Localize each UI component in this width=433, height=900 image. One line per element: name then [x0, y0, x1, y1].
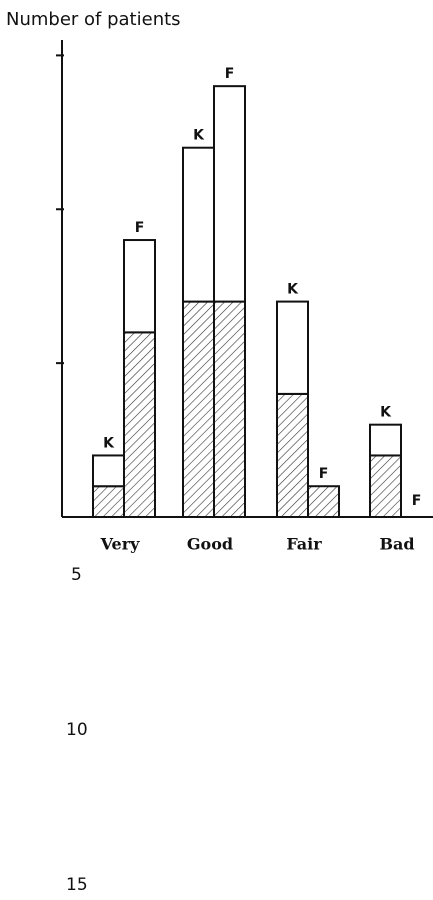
- bar-hatched: [369, 454, 402, 518]
- x-tick-label: Good: [187, 535, 233, 554]
- y-tick-label: 5: [71, 565, 82, 585]
- bar-open: [213, 85, 246, 303]
- bar-hatched: [123, 331, 156, 518]
- y-tick-label: 10: [66, 720, 88, 740]
- x-tick-label: Bad: [379, 535, 414, 554]
- bar-open: [182, 146, 215, 303]
- bar-open: [369, 423, 402, 457]
- chart-title: Number of patients: [6, 9, 181, 30]
- bar-hatched: [276, 392, 309, 518]
- bar-label: F: [135, 220, 145, 236]
- bar-label: F: [412, 493, 422, 509]
- bar-hatched: [307, 485, 340, 518]
- y-tick-label: 15: [66, 875, 88, 895]
- bar-open: [276, 300, 309, 395]
- bar-label: K: [380, 405, 392, 421]
- bar-open: [123, 239, 156, 334]
- x-tick-label: Very: [100, 535, 141, 554]
- bar-hatched: [182, 300, 215, 519]
- bar-label: F: [319, 466, 329, 482]
- bar-hatched: [213, 300, 246, 519]
- bar-label: K: [193, 128, 205, 144]
- bar-label: K: [287, 282, 299, 298]
- bar-open: [92, 454, 125, 488]
- x-tick-label: Fair: [286, 535, 322, 554]
- bar-label: F: [225, 66, 235, 82]
- bar-label: K: [103, 435, 115, 451]
- bar-hatched: [92, 485, 125, 518]
